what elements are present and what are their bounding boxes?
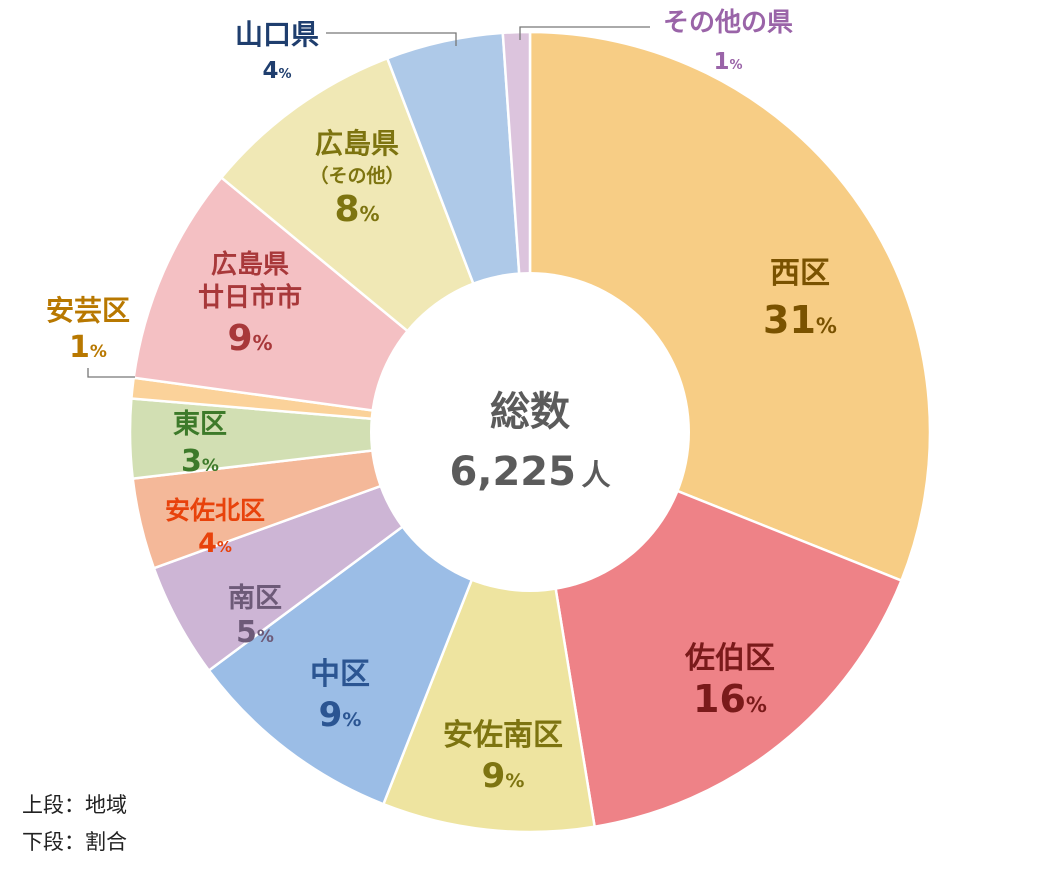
slice-label-nishi-ku: 西区: [770, 256, 830, 291]
slice-label-saeki-ku: 佐伯区: [684, 641, 775, 676]
center-total: 6,225 人: [449, 449, 610, 495]
slice-value-yamaguchi: 4%: [262, 58, 291, 84]
slice-sublabel-hiroshima-other: （その他）: [309, 164, 404, 187]
donut-hole: [370, 272, 690, 592]
slice-label-asakita-ku: 安佐北区: [165, 496, 265, 525]
slice-label-higashi-ku: 東区: [173, 409, 227, 440]
slice-value-minami-ku: 5%: [236, 615, 274, 650]
slice-label-asaminami-ku: 安佐南区: [443, 718, 563, 753]
center-label: 総数: [490, 389, 570, 435]
slice-label-minami-ku: 南区: [228, 583, 282, 614]
slice-sublabel-hatsukaichi: 廿日市市: [198, 282, 302, 313]
slice-value-other-pref: 1%: [713, 49, 742, 75]
slice-label-hiroshima-other: 広島県: [315, 127, 399, 160]
legend-note-upper: 上段：地域: [22, 793, 127, 817]
slice-value-aki-ku: 1%: [69, 330, 107, 365]
slice-value-saeki-ku: 16%: [693, 677, 767, 721]
slice-value-higashi-ku: 3%: [181, 444, 219, 479]
slice-label-yamaguchi: 山口県: [235, 18, 319, 51]
leader-line-other-pref: [519, 26, 650, 40]
leader-line-aki-ku: [87, 368, 135, 378]
slice-label-hatsukaichi: 広島県: [211, 249, 289, 280]
slice-label-naka-ku: 中区: [310, 657, 370, 692]
slice-value-nishi-ku: 31%: [763, 298, 837, 342]
legend-note-lower: 下段：割合: [22, 830, 127, 854]
slice-value-hatsukaichi: 9%: [227, 318, 272, 359]
center-total-value: 6,225: [449, 449, 576, 495]
slice-value-asakita-ku: 4%: [198, 528, 232, 559]
slice-label-aki-ku: 安芸区: [46, 294, 130, 327]
slice-value-asaminami-ku: 9%: [482, 756, 525, 796]
slice-value-hiroshima-other: 8%: [334, 189, 379, 230]
slice-value-naka-ku: 9%: [319, 695, 362, 735]
center-total-unit: 人: [582, 458, 611, 492]
leader-line-yamaguchi: [326, 32, 457, 46]
slice-label-other-pref: その他の県: [663, 8, 793, 38]
